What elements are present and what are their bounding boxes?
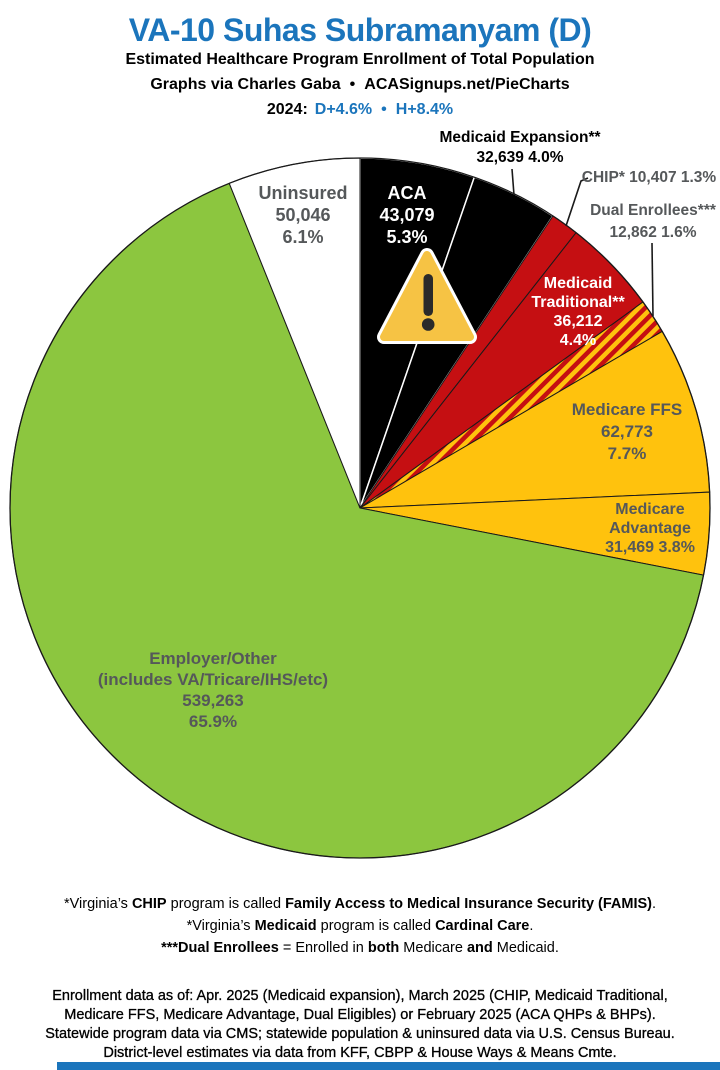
footnote-segment: Family Access to Medical Insurance Secur… (285, 896, 652, 912)
footnote-line: *Virginia’s CHIP program is called Famil… (0, 893, 720, 915)
footnote-segment: Medicare (399, 940, 467, 956)
source-note-line: District-level estimates via data from K… (103, 1045, 617, 1061)
credit-author: Graphs via Charles Gaba (150, 76, 341, 93)
medicaid-expansion-callout-label: Medicaid Expansion** 32,639 4.0% (439, 129, 601, 166)
footnote-segment: Cardinal Care (435, 918, 530, 934)
employer-other-slice-label: Employer/Other (includes VA/Tricare/IHS/… (97, 649, 329, 731)
source-note-block: Enrollment data as of: Apr. 2025 (Medica… (0, 987, 720, 1063)
footnote-line: *Virginia’s Medicaid program is called C… (0, 915, 720, 937)
footnote-segment: and (466, 940, 493, 956)
dual-enrollees-callout-label: Dual Enrollees*** 12,862 1.6% (590, 202, 716, 241)
exclamation-dot (421, 318, 435, 331)
footer-accent-bar (57, 1062, 720, 1070)
page-title: VA-10 Suhas Subramanyam (D) (128, 12, 592, 48)
source-note-line: Enrollment data as of: Apr. 2025 (Medica… (52, 988, 668, 1004)
source-note-line: Statewide program data via CMS; statewid… (45, 1026, 675, 1042)
footnote-segment: Medicaid (254, 918, 317, 934)
aca-slice-label: ACA 43,079 5.3% (379, 183, 435, 247)
callout-line-chip (565, 177, 589, 227)
footnote-segment: *Virginia’s (186, 918, 255, 934)
house-lean: H+8.4% (395, 101, 454, 118)
pie-outline (9, 157, 711, 859)
footnote-segment: both (367, 940, 400, 956)
footnote-segment: *Virginia’s (63, 896, 132, 912)
footnote-segment: . (652, 896, 657, 912)
credit-line: Graphs via Charles Gaba • ACASignups.net/P… (0, 75, 720, 95)
partisan-lean-line: 2024: D+4.6% • H+8.4% (0, 100, 720, 120)
medicare-ffs-slice-label: Medicare FFS 62,773 7.7% (571, 400, 683, 463)
credit-bullet-icon: • (349, 76, 356, 93)
footnote-segment: program is called (166, 896, 286, 912)
chip-callout-label: CHIP* 10,407 1.3% (581, 169, 717, 186)
footnote-segment: . (529, 918, 534, 934)
medicare-advantage-slice-label: Medicare Advantage 31,469 3.8% (605, 501, 695, 556)
pie-slices-group (9, 157, 711, 859)
credit-site: ACASignups.net/PieCharts (364, 76, 570, 93)
callout-line-dual-enrollees (651, 242, 654, 317)
presidential-lean: D+4.6% (314, 101, 373, 118)
callout-line-medicaid-expansion (511, 168, 515, 196)
footnote-segment: CHIP (131, 896, 167, 912)
uninsured-slice-label: Uninsured 50,046 6.1% (258, 183, 348, 247)
footnote-segment: ***Dual Enrollees (161, 940, 279, 956)
footnotes-block: *Virginia’s CHIP program is called Famil… (0, 893, 720, 959)
footnote-line: ***Dual Enrollees = Enrolled in both Med… (0, 937, 720, 959)
year-label: 2024: (266, 101, 308, 118)
warning-icon (377, 248, 477, 344)
footnote-segment: = Enrolled in (278, 940, 368, 956)
pie-chart (9, 157, 711, 859)
subtitle: Estimated Healthcare Program Enrollment … (125, 51, 595, 68)
source-note-line: Medicare FFS, Medicare Advantage, Dual E… (64, 1007, 656, 1023)
lean-bullet-icon: • (381, 101, 387, 118)
medicaid-traditional-slice-label: Medicaid Traditional** 36,212 4.4% (531, 275, 625, 349)
footnote-segment: program is called (316, 918, 436, 934)
exclamation-bar (423, 274, 433, 316)
footnote-segment: Medicaid. (492, 940, 559, 956)
